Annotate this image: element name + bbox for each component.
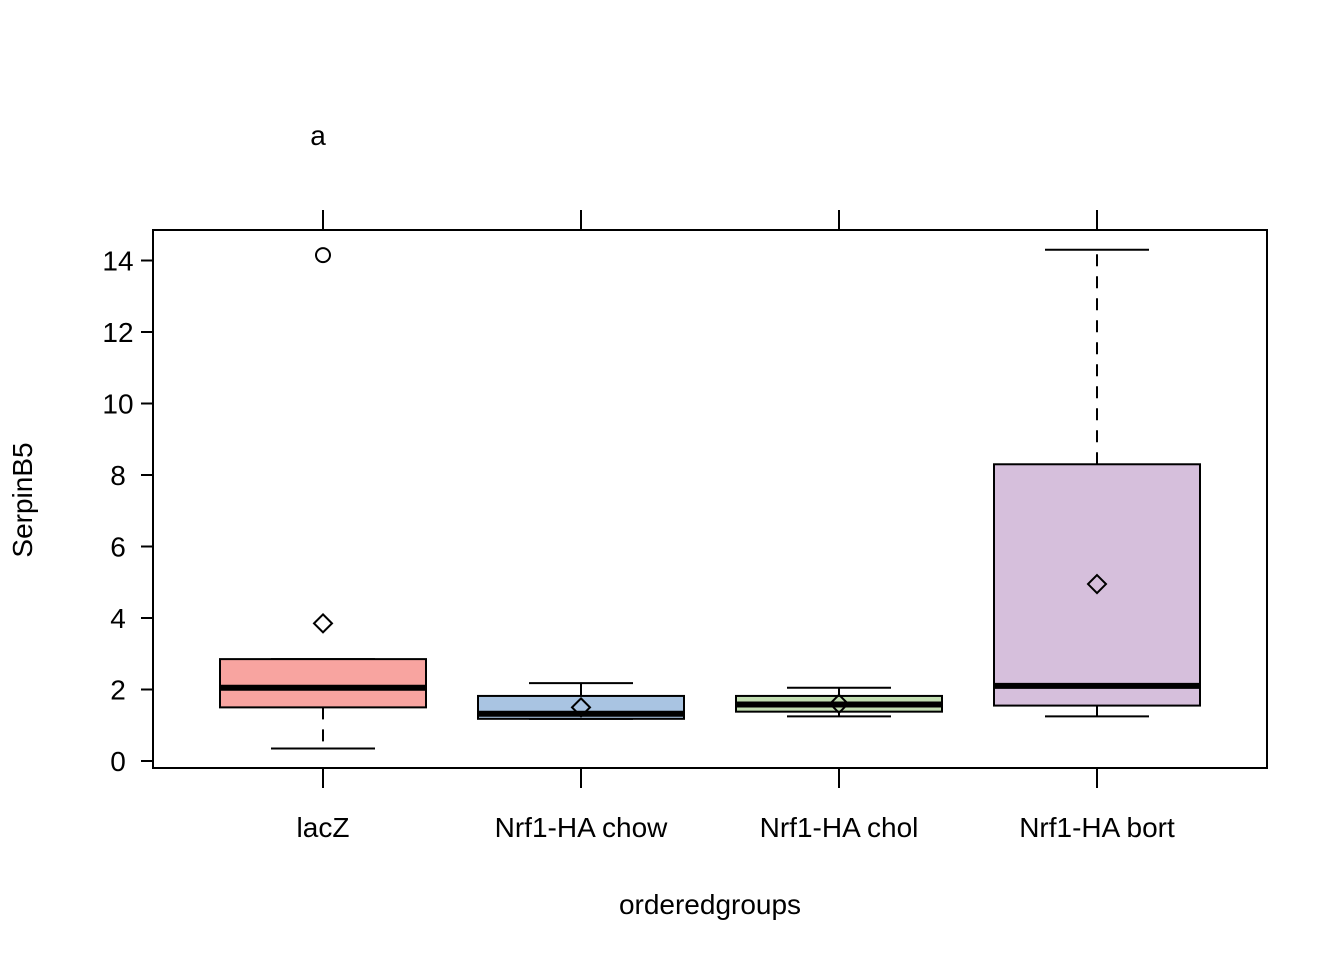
boxes-layer	[219, 247, 1201, 750]
x-axis-label: orderedgroups	[619, 889, 801, 920]
y-tick-label: 12	[102, 317, 133, 348]
box-iqr	[993, 463, 1201, 707]
box-group-2	[735, 686, 943, 718]
bottom-tick-marks	[322, 768, 1098, 788]
y-tick-label: 10	[102, 389, 133, 420]
mean-marker	[1086, 573, 1108, 595]
y-tick-label: 2	[110, 675, 126, 706]
y-axis: 0 2 4 6 8 10 12 14	[102, 246, 154, 777]
box-iqr	[219, 658, 427, 709]
y-axis-label: SerpinB5	[7, 442, 38, 557]
x-tick-label: Nrf1-HA chol	[760, 812, 919, 843]
x-tick-label: Nrf1-HA bort	[1019, 812, 1175, 843]
mean-marker	[828, 693, 850, 715]
box-group-3	[993, 248, 1201, 718]
x-tick-label: Nrf1-HA chow	[495, 812, 668, 843]
box-group-1	[477, 682, 685, 720]
y-tick-label: 8	[110, 460, 126, 491]
y-tick-label: 14	[102, 246, 133, 277]
mean-marker	[570, 696, 592, 718]
y-tick-label: 6	[110, 532, 126, 563]
outlier-point	[315, 247, 331, 264]
mean-marker	[312, 612, 334, 634]
y-tick-label: 4	[110, 603, 126, 634]
y-tick-label: 0	[110, 746, 126, 777]
box-group-0	[219, 247, 427, 750]
top-tick-marks	[322, 210, 1098, 230]
x-tick-label: lacZ	[297, 812, 350, 843]
x-tick-labels: lacZ Nrf1-HA chow Nrf1-HA chol Nrf1-HA bort	[297, 812, 1175, 843]
panel-annotation: a	[310, 120, 326, 151]
